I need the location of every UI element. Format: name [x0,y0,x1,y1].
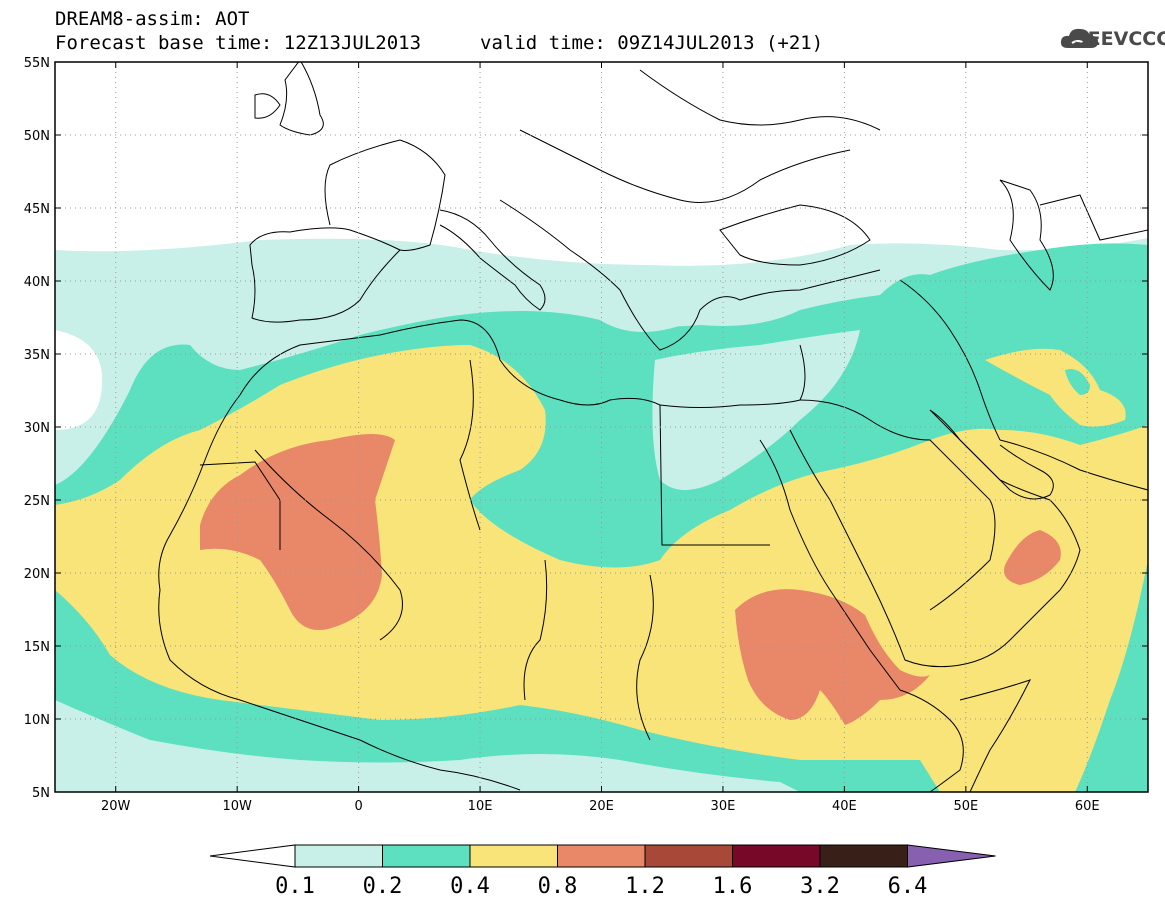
lat-label: 5N [32,786,50,801]
border-libya-egypt [659,404,770,546]
lat-label: 55N [24,56,50,71]
colorbar-bin [382,844,471,868]
aot-patch-0.8-sudan [735,589,930,725]
coast-britain [279,62,324,136]
coastlines [158,62,1148,792]
aot-patch-0.1-balkans [560,283,800,327]
lon-label: 60E [1075,799,1100,814]
coast-north-africa [239,319,806,408]
coast-iberia [249,227,401,323]
coast-caspian [999,179,1054,291]
border-sahara-2 [199,461,281,550]
aot-band-0.2-south [55,590,940,792]
border-sudan [636,574,654,741]
border-russia [639,69,881,131]
coast-iran-south [999,439,1148,491]
colorbar-label: 6.4 [888,874,928,899]
colorbar-label: 1.6 [713,874,753,899]
coast-horn-africa [959,679,1031,792]
colorbar-bin [557,844,646,868]
lat-label: 35N [24,348,50,363]
lon-label: 20W [101,799,131,814]
aot-patch-0.2-iraq [1065,369,1090,395]
base-time: Forecast base time: 12Z13JUL2013 [55,32,422,54]
coast-black-sea [719,204,871,266]
aot-patch-0.8-oman [1004,530,1061,585]
lat-label: 45N [24,202,50,217]
coast-west-africa [158,394,521,791]
aot-patch-0.8-sahara [200,434,395,630]
border-chad [523,559,548,701]
border-arabia [799,399,996,611]
coast-ireland [254,93,281,119]
coast-red-sea-west [759,439,964,792]
lon-label: 40E [832,799,857,814]
aot-band-0.1-south [55,700,800,792]
colorbar-bin [732,844,821,868]
colorbar-label: 1.2 [625,874,665,899]
lat-label: 25N [24,494,50,509]
graticule [55,62,1148,792]
cloud-icon [1060,28,1098,48]
border-sahara-1 [254,449,403,641]
lat-label: 15N [24,640,50,655]
aot-patch-0.4-iraq [985,348,1126,427]
colorbar-bin [469,844,558,868]
border-central-asia [1039,194,1148,241]
colorbar-label: 0.8 [538,874,578,899]
coast-italy [439,209,546,311]
lat-label: 40N [24,275,50,290]
lat-label: 10N [24,713,50,728]
colorbar-under [209,844,296,868]
border-east-europe [519,129,851,203]
longitude-labels: 20W 10W 0 10E 20E 30E 40E 50E 60E [101,799,1100,814]
lon-label: 50E [953,799,978,814]
lat-label: 30N [24,421,50,436]
colorbar-over [907,844,996,868]
colorbar-label: 3.2 [800,874,840,899]
lon-label: 10W [222,799,252,814]
coast-balkans [499,199,881,351]
latitude-labels: 55N 50N 45N 40N 35N 30N 25N 20N 15N 10N 5N [24,56,50,801]
lon-label: 0 [354,799,362,814]
colorbar-label: 0.1 [275,874,315,899]
border-algeria-libya [459,359,481,531]
logo-text: SEEVCCC [1074,28,1165,50]
axis-ticks [55,61,1148,793]
clear-area-west [55,330,103,430]
lon-label: 10E [468,799,493,814]
colorbar-bin [294,844,383,868]
lat-label: 50N [24,129,50,144]
valid-time: valid time: 09Z14JUL2013 (+21) [480,32,824,54]
lon-label: 30E [711,799,736,814]
lon-label: 20E [589,799,614,814]
colorbar: 0.1 0.2 0.4 0.8 1.2 1.6 3.2 6.4 [209,844,996,899]
coast-persian-gulf [929,409,1054,500]
colorbar-bin [819,844,908,868]
border-iraq-iran [899,279,1001,441]
colorbar-bin [644,844,733,868]
coast-france [324,139,446,251]
colorbar-label: 0.2 [363,874,403,899]
colorbar-label: 0.4 [450,874,490,899]
model-title: DREAM8-assim: AOT [55,8,250,30]
lat-label: 20N [24,567,50,582]
aot-patch-0.1-egypt [652,330,860,490]
